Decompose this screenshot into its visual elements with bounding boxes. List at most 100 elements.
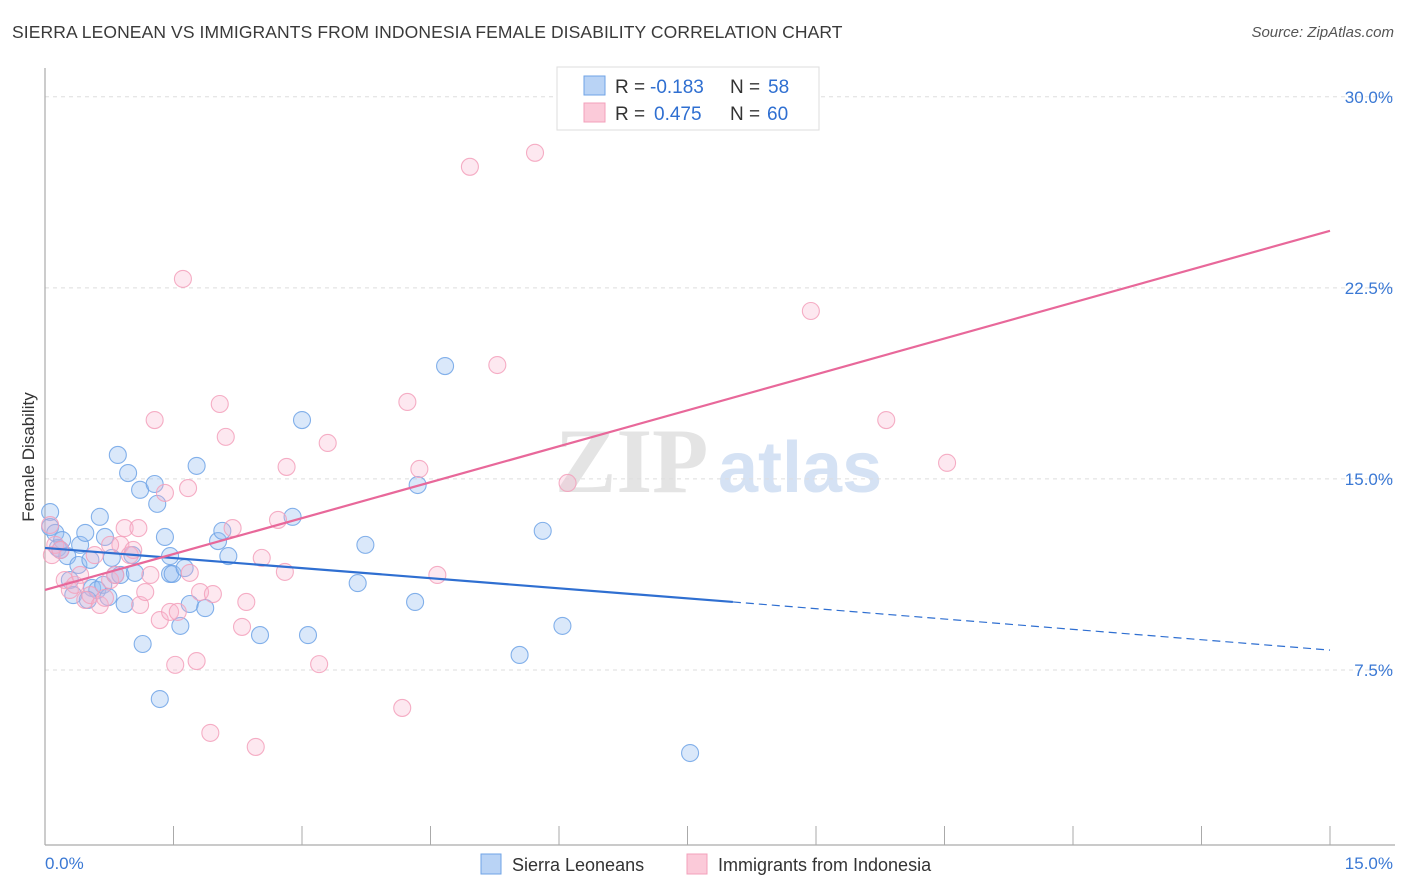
- stats-legend: R = -0.183 N = 58 R = 0.475 N = 60: [556, 66, 820, 131]
- svg-text:atlas: atlas: [718, 428, 882, 508]
- point-indonesia: [460, 157, 479, 176]
- point-sierra-leoneans: [187, 456, 206, 475]
- point-sierra-leoneans: [41, 502, 60, 522]
- legend-swatch-indonesia: [686, 853, 708, 875]
- x-tick-label-min: 0.0%: [45, 854, 84, 873]
- legend-swatch-indonesia: [583, 102, 606, 123]
- point-sierra-leoneans: [76, 523, 95, 542]
- series-legend: Sierra Leoneans Immigrants from Indonesi…: [480, 853, 932, 875]
- point-indonesia: [141, 565, 160, 584]
- point-sierra-leoneans: [108, 445, 127, 465]
- point-sierra-leoneans: [533, 521, 552, 540]
- point-sierra-leoneans: [553, 616, 572, 635]
- y-tick-label: 7.5%: [1354, 661, 1393, 680]
- source-label: Source: ZipAtlas.com: [1251, 24, 1394, 41]
- point-sierra-leoneans: [356, 535, 375, 554]
- point-indonesia: [76, 590, 95, 609]
- point-indonesia: [179, 479, 198, 498]
- point-indonesia: [525, 143, 545, 162]
- legend-r-value: 0.475: [654, 104, 702, 125]
- legend-n-value: 60: [767, 104, 788, 125]
- point-indonesia: [801, 301, 820, 321]
- point-sierra-leoneans: [250, 626, 270, 645]
- point-sierra-leoneans: [348, 574, 367, 593]
- point-indonesia: [246, 737, 265, 756]
- legend-label-indonesia: Immigrants from Indonesia: [718, 855, 932, 875]
- point-indonesia: [428, 565, 447, 584]
- point-indonesia: [877, 410, 896, 430]
- legend-label-sierra-leoneans: Sierra Leoneans: [512, 855, 644, 875]
- point-sierra-leoneans: [171, 616, 190, 635]
- point-indonesia: [488, 355, 507, 375]
- point-indonesia: [393, 698, 412, 717]
- point-sierra-leoneans: [155, 527, 174, 547]
- y-tick-label: 30.0%: [1345, 88, 1393, 107]
- point-sierra-leoneans: [119, 463, 138, 483]
- point-indonesia: [201, 723, 220, 742]
- point-indonesia: [173, 269, 192, 288]
- y-tick-label: 15.0%: [1345, 470, 1393, 489]
- legend-r-label: R =: [615, 104, 645, 125]
- point-indonesia: [115, 519, 134, 538]
- point-indonesia: [42, 546, 61, 565]
- point-indonesia: [81, 586, 100, 605]
- point-sierra-leoneans: [115, 594, 134, 614]
- grid-lines: [45, 96, 1395, 671]
- point-indonesia: [277, 457, 296, 476]
- chart-title: SIERRA LEONEAN VS IMMIGRANTS FROM INDONE…: [12, 22, 843, 42]
- point-indonesia: [129, 519, 148, 538]
- point-indonesia: [41, 515, 60, 535]
- point-sierra-leoneans: [406, 592, 425, 612]
- point-sierra-leoneans: [681, 743, 700, 763]
- point-sierra-leoneans: [90, 507, 109, 526]
- point-sierra-leoneans: [298, 626, 318, 645]
- trend-lines: [44, 229, 1331, 651]
- point-indonesia: [166, 655, 185, 674]
- point-indonesia: [136, 582, 155, 602]
- point-indonesia: [203, 585, 222, 604]
- legend-r-value: -0.183: [650, 77, 704, 98]
- x-tick-marks: [44, 826, 1331, 845]
- point-indonesia: [318, 433, 337, 453]
- point-sierra-leoneans: [292, 410, 312, 430]
- point-indonesia: [232, 617, 252, 636]
- point-indonesia: [558, 473, 577, 493]
- axes: [44, 68, 1395, 846]
- point-indonesia: [180, 563, 199, 582]
- point-indonesia: [237, 592, 256, 612]
- legend-n-value: 58: [768, 77, 789, 98]
- point-indonesia: [101, 535, 120, 554]
- point-indonesia: [398, 392, 417, 412]
- point-indonesia: [95, 588, 115, 607]
- point-indonesia: [85, 546, 104, 565]
- point-indonesia: [310, 655, 329, 674]
- point-indonesia: [168, 602, 187, 621]
- legend-swatch-sierra-leoneans: [480, 853, 502, 875]
- point-indonesia: [410, 459, 429, 479]
- data-points: [41, 143, 957, 763]
- point-indonesia: [216, 427, 235, 446]
- point-indonesia: [252, 548, 271, 567]
- point-sierra-leoneans: [510, 645, 529, 664]
- point-indonesia: [155, 483, 174, 502]
- legend-n-label: N =: [730, 104, 760, 125]
- legend-r-label: R =: [615, 77, 645, 98]
- legend-swatch-sierra-leoneans: [583, 75, 606, 96]
- y-tick-label: 22.5%: [1345, 279, 1393, 298]
- point-indonesia: [145, 410, 164, 430]
- watermark: ZIP atlas: [555, 410, 882, 512]
- point-indonesia: [187, 652, 206, 671]
- point-indonesia: [60, 580, 79, 600]
- point-indonesia: [210, 394, 229, 414]
- x-tick-label-max: 15.0%: [1345, 854, 1393, 873]
- y-axis-label: Female Disability: [19, 392, 38, 522]
- point-sierra-leoneans: [436, 356, 455, 376]
- point-sierra-leoneans: [145, 474, 164, 494]
- point-indonesia: [938, 453, 957, 472]
- point-sierra-leoneans: [71, 535, 90, 554]
- trend-line-indonesia: [44, 229, 1331, 592]
- point-sierra-leoneans: [133, 634, 152, 654]
- point-sierra-leoneans: [150, 689, 169, 709]
- point-sierra-leoneans: [196, 599, 215, 618]
